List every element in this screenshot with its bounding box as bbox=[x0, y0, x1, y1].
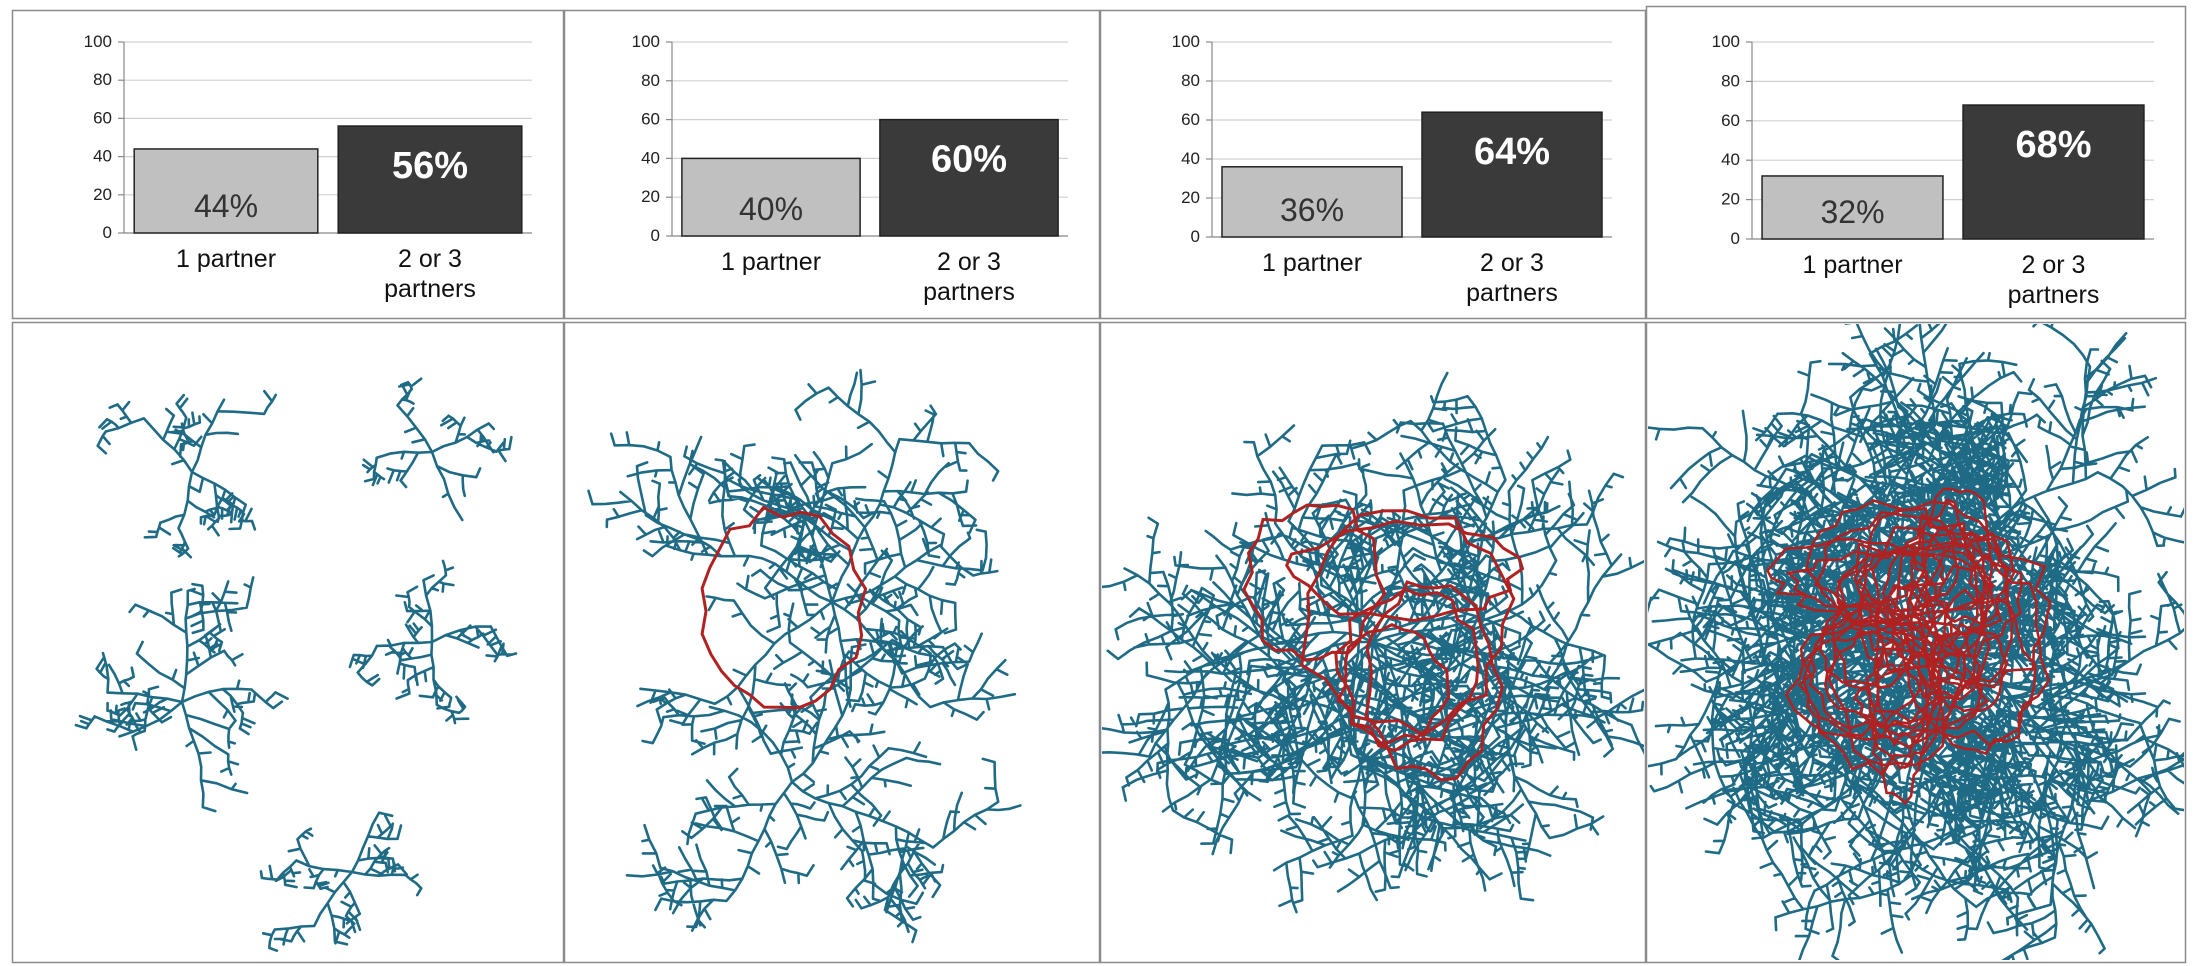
data-label: 68% bbox=[2015, 124, 2091, 166]
category-label: 1 partner bbox=[176, 245, 276, 273]
y-tick-label: 40 bbox=[1181, 149, 1200, 168]
y-tick-label: 100 bbox=[84, 32, 112, 51]
network-tree bbox=[74, 576, 289, 813]
y-tick-label: 20 bbox=[1721, 190, 1740, 209]
network-diagram-2 bbox=[563, 321, 1101, 964]
concurrency-loop bbox=[700, 505, 868, 710]
y-tick-label: 80 bbox=[1721, 71, 1740, 90]
data-label: 64% bbox=[1474, 131, 1550, 173]
concurrency-loop bbox=[1300, 509, 1516, 737]
data-label: 32% bbox=[1820, 194, 1884, 230]
bar-2-or-3-partners bbox=[1421, 111, 1603, 238]
y-tick-label: 40 bbox=[1721, 150, 1740, 169]
y-tick-label: 0 bbox=[1191, 227, 1200, 246]
concurrency-loop bbox=[1334, 587, 1480, 753]
bar-chart-2: 0 20 40 60 80 100 40% 1 partner 60% 2 or 3partner… bbox=[563, 9, 1101, 320]
network-diagram-3 bbox=[1099, 321, 1647, 964]
category-label: 1 partner bbox=[1262, 249, 1362, 277]
data-label: 40% bbox=[739, 191, 803, 227]
y-tick-label: 40 bbox=[641, 148, 660, 167]
bar-1-partner bbox=[1761, 175, 1944, 240]
bar-1-partner bbox=[133, 148, 319, 234]
category-label: 2 or 3 bbox=[398, 245, 462, 273]
concurrency-loop bbox=[1242, 503, 1387, 662]
category-label: partners bbox=[384, 275, 476, 303]
data-label: 36% bbox=[1280, 192, 1344, 228]
bar-2-or-3-partners bbox=[1962, 104, 2145, 240]
data-label: 56% bbox=[392, 145, 468, 187]
network-tree bbox=[625, 602, 1022, 944]
category-label: partners bbox=[1466, 279, 1558, 307]
bar-chart-3: 0 20 40 60 80 100 36% 1 partner 64% 2 or 3partner… bbox=[1099, 9, 1647, 320]
y-tick-label: 60 bbox=[641, 110, 660, 129]
data-label: 44% bbox=[194, 188, 258, 224]
category-label: 2 or 3 bbox=[1480, 249, 1544, 277]
network-tree bbox=[96, 389, 278, 559]
network-tree bbox=[348, 559, 518, 725]
bar-2-or-3-partners bbox=[337, 125, 523, 234]
network-content bbox=[1102, 371, 1644, 914]
y-tick-label: 0 bbox=[103, 223, 112, 242]
concurrency-loop bbox=[1765, 487, 2052, 806]
bar-1-partner bbox=[681, 157, 861, 237]
category-label: partners bbox=[2008, 281, 2100, 309]
y-tick-label: 60 bbox=[93, 108, 112, 127]
network-content bbox=[587, 368, 1022, 944]
category-label: partners bbox=[923, 278, 1015, 306]
concurrency-loop bbox=[1336, 623, 1451, 747]
network-tree bbox=[259, 811, 423, 952]
category-label: 1 partner bbox=[721, 248, 821, 276]
y-tick-label: 100 bbox=[1172, 32, 1200, 51]
y-tick-label: 20 bbox=[1181, 188, 1200, 207]
category-label: 2 or 3 bbox=[2022, 251, 2086, 279]
y-tick-label: 80 bbox=[1181, 71, 1200, 90]
bar-chart-1: 0 20 40 60 80 100 44% 1 partner 56% 2 or 3partner… bbox=[11, 9, 565, 320]
y-tick-label: 60 bbox=[1721, 111, 1740, 130]
y-tick-label: 0 bbox=[651, 226, 660, 245]
y-tick-label: 20 bbox=[93, 185, 112, 204]
y-tick-label: 80 bbox=[93, 70, 112, 89]
network-tree bbox=[361, 377, 513, 522]
category-label: 2 or 3 bbox=[937, 248, 1001, 276]
y-tick-label: 100 bbox=[1712, 32, 1740, 51]
concurrency-loop bbox=[1285, 519, 1525, 623]
bar-1-partner bbox=[1221, 166, 1403, 238]
y-tick-label: 60 bbox=[1181, 110, 1200, 129]
network-diagram-1 bbox=[11, 321, 565, 964]
network-tree bbox=[587, 368, 1017, 759]
network-panel-frame bbox=[11, 321, 565, 964]
network-tree bbox=[1648, 324, 2184, 960]
network-content bbox=[1648, 324, 2184, 960]
category-label: 1 partner bbox=[1802, 251, 1902, 279]
y-tick-label: 0 bbox=[1731, 229, 1740, 248]
data-label: 60% bbox=[931, 139, 1007, 181]
network-content bbox=[74, 377, 518, 952]
bar-2-or-3-partners bbox=[879, 118, 1059, 237]
y-tick-label: 20 bbox=[641, 187, 660, 206]
y-tick-label: 40 bbox=[93, 147, 112, 166]
bar-chart-4: 0 20 40 60 80 100 32% 1 partner 68% 2 or 3partner… bbox=[1645, 5, 2187, 320]
y-tick-label: 80 bbox=[641, 71, 660, 90]
network-diagram-4 bbox=[1645, 321, 2187, 964]
network-panel-frame bbox=[563, 321, 1101, 964]
y-tick-label: 100 bbox=[632, 32, 660, 51]
concurrency-loop bbox=[1364, 580, 1504, 782]
